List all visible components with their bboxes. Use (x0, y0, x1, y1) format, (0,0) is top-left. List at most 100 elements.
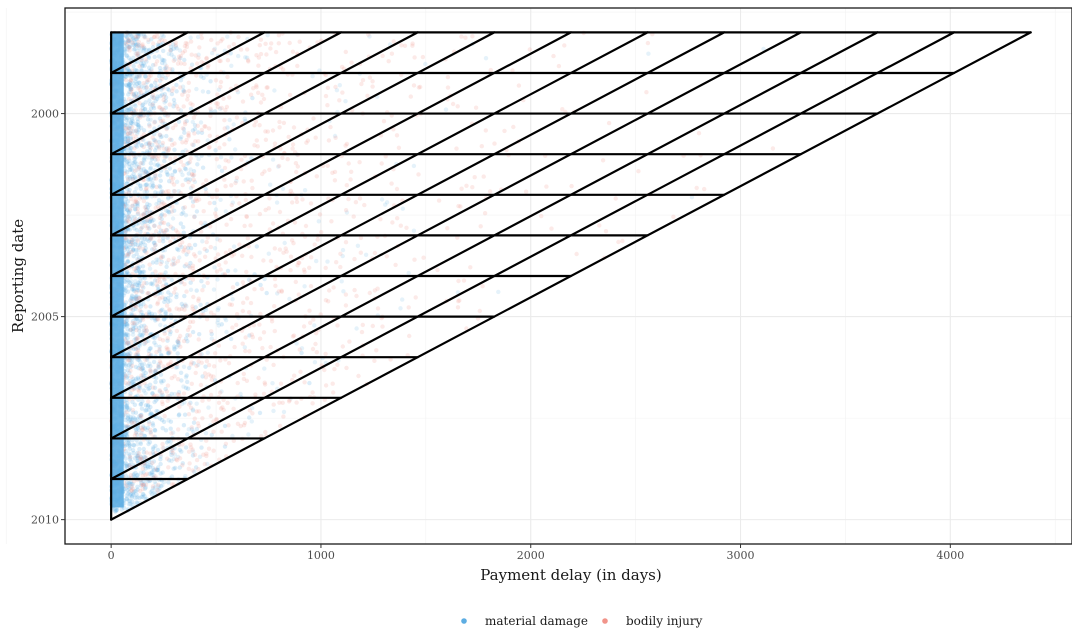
point-bodily-injury (141, 483, 145, 487)
point-bodily-injury (163, 331, 167, 335)
point-bodily-injury (196, 467, 200, 471)
point-material-damage (271, 409, 275, 413)
point-bodily-injury (142, 35, 146, 39)
point-bodily-injury (281, 251, 285, 255)
point-material-damage (179, 135, 183, 139)
point-bodily-injury (130, 203, 134, 207)
point-bodily-injury (273, 329, 277, 333)
point-bodily-injury (294, 196, 298, 200)
point-bodily-injury (152, 224, 156, 228)
point-bodily-injury (165, 457, 169, 461)
point-bodily-injury (144, 251, 148, 255)
point-bodily-injury (246, 236, 250, 240)
point-bodily-injury (142, 145, 146, 149)
point-bodily-injury (206, 281, 210, 285)
point-bodily-injury (209, 393, 213, 397)
point-bodily-injury (134, 328, 138, 332)
point-bodily-injury (218, 358, 222, 362)
point-bodily-injury (205, 240, 209, 244)
legend-swatch-bodily-injury (602, 618, 608, 624)
point-bodily-injury (127, 97, 131, 101)
point-material-damage (176, 351, 180, 355)
point-bodily-injury (143, 170, 147, 174)
point-bodily-injury (153, 269, 157, 273)
point-bodily-injury (130, 284, 134, 288)
point-bodily-injury (252, 287, 256, 291)
point-bodily-injury (168, 137, 172, 141)
point-bodily-injury (148, 368, 152, 372)
point-bodily-injury (242, 372, 246, 376)
point-material-damage (412, 164, 416, 168)
point-bodily-injury (137, 75, 141, 79)
point-bodily-injury (217, 59, 221, 63)
point-bodily-injury (144, 186, 148, 190)
point-material-damage (197, 332, 201, 336)
point-bodily-injury (209, 38, 213, 42)
point-material-damage (246, 432, 250, 436)
point-material-damage (129, 279, 133, 283)
point-bodily-injury (290, 146, 294, 150)
point-bodily-injury (162, 108, 166, 112)
point-bodily-injury (138, 196, 142, 200)
point-bodily-injury (313, 242, 317, 246)
point-bodily-injury (123, 381, 127, 385)
point-material-damage (138, 270, 142, 274)
point-material-damage (287, 297, 291, 301)
point-bodily-injury (517, 83, 521, 87)
point-bodily-injury (189, 156, 193, 160)
point-bodily-injury (176, 427, 180, 431)
point-bodily-injury (344, 292, 348, 296)
point-bodily-injury (144, 304, 148, 308)
point-bodily-injury (249, 255, 253, 259)
point-bodily-injury (194, 371, 198, 375)
point-material-damage (225, 35, 229, 39)
point-material-damage (184, 445, 188, 449)
point-bodily-injury (378, 217, 382, 221)
point-material-damage (266, 33, 270, 37)
point-bodily-injury (310, 401, 314, 405)
point-bodily-injury (157, 146, 161, 150)
point-bodily-injury (551, 54, 555, 58)
point-bodily-injury (601, 158, 605, 162)
point-material-damage (159, 471, 163, 475)
point-bodily-injury (138, 489, 142, 493)
point-bodily-injury (245, 215, 249, 219)
point-bodily-injury (151, 385, 155, 389)
point-bodily-injury (279, 382, 283, 386)
point-bodily-injury (190, 142, 194, 146)
point-bodily-injury (539, 214, 543, 218)
point-bodily-injury (242, 224, 246, 228)
point-bodily-injury (262, 392, 266, 396)
point-bodily-injury (139, 90, 143, 94)
point-bodily-injury (368, 291, 372, 295)
point-bodily-injury (344, 303, 348, 307)
point-bodily-injury (292, 374, 296, 378)
point-bodily-injury (395, 187, 399, 191)
point-bodily-injury (184, 140, 188, 144)
point-bodily-injury (129, 340, 133, 344)
point-material-damage (195, 162, 199, 166)
x-tick-label: 0 (108, 549, 115, 562)
point-bodily-injury (333, 136, 337, 140)
point-bodily-injury (407, 305, 411, 309)
point-bodily-injury (129, 473, 133, 477)
point-bodily-injury (207, 363, 211, 367)
point-bodily-injury (616, 240, 620, 244)
point-bodily-injury (139, 373, 143, 377)
point-bodily-injury (220, 106, 224, 110)
point-bodily-injury (397, 146, 401, 150)
point-material-damage (123, 280, 127, 284)
point-bodily-injury (220, 430, 224, 434)
point-material-damage (198, 303, 202, 307)
point-bodily-injury (126, 132, 130, 136)
point-bodily-injury (245, 296, 249, 300)
point-bodily-injury (192, 116, 196, 120)
point-bodily-injury (224, 260, 228, 264)
point-bodily-injury (259, 38, 263, 42)
point-bodily-injury (456, 279, 460, 283)
point-bodily-injury (263, 430, 267, 434)
point-bodily-injury (414, 295, 418, 299)
point-bodily-injury (160, 442, 164, 446)
point-bodily-injury (166, 336, 170, 340)
point-bodily-injury (502, 129, 506, 133)
